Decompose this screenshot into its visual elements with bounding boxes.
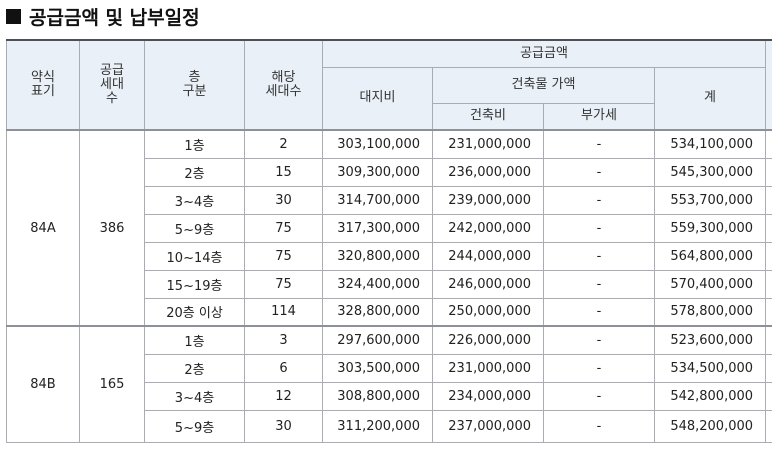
cell-unit-count: 3 [244, 325, 323, 355]
cell-unit-count: 30 [244, 185, 323, 215]
cell-vat: - [543, 353, 655, 383]
cell-floor: 10~14층 [144, 241, 245, 271]
cell-total: 542,800,000 [653, 381, 767, 411]
header-supply-amount: 공급금액 [321, 39, 767, 68]
cell-construction-cost: 226,000,000 [432, 325, 544, 355]
cell-total: 578,800,000 [653, 297, 767, 327]
cell-land-cost: 297,600,000 [322, 325, 433, 355]
cell-land-cost: 311,200,000 [322, 409, 433, 443]
cell-land-cost: 308,800,000 [322, 381, 433, 411]
cell-floor: 2층 [144, 157, 245, 187]
table-row: 84A 386 1층 2 303,100,000 231,000,000-534,100,… [6, 129, 773, 327]
cell-vat: - [543, 241, 655, 271]
header-vat: 부가세 [543, 102, 655, 131]
cell-construction-cost: 246,000,000 [432, 269, 544, 299]
cell-unit-count: 75 [244, 241, 323, 271]
cell-unit-count: 114 [244, 297, 323, 327]
cell-floor: 1층 [144, 325, 245, 355]
cell-land-cost: 303,500,000 [322, 353, 433, 383]
cell-type: 84B [6, 325, 80, 443]
cell-land-cost: 317,300,000 [322, 213, 433, 243]
table-row: 3~4층 30 314,700,000 239,000,000-553,700,000 [7, 185, 773, 215]
header-floor: 층 구분 [144, 39, 245, 131]
cell-floor: 1층 [144, 129, 245, 159]
cell-unit-count: 12 [244, 381, 323, 411]
cell-land-cost: 320,800,000 [322, 241, 433, 271]
table-row: 5~9층 75 317,300,000 242,000,000-559,300,000 [7, 213, 773, 243]
cell-vat: - [543, 297, 655, 327]
header-unit-count: 해당 세대수 [244, 39, 323, 131]
cell-construction-cost: 242,000,000 [432, 213, 544, 243]
header-supply-units: 공급 세대 수 [79, 39, 145, 131]
cell-total: 534,100,000 [653, 129, 767, 159]
cell-unit-count: 30 [244, 409, 323, 443]
table-body: 84A 386 1층 2 303,100,000 231,000,000-534,100,… [6, 129, 773, 443]
cell-construction-cost: 250,000,000 [432, 297, 544, 327]
cell-construction-cost: 236,000,000 [432, 157, 544, 187]
cell-floor: 5~9층 [144, 213, 245, 243]
cell-floor: 15~19층 [144, 269, 245, 299]
cell-land-cost: 303,100,000 [322, 129, 433, 159]
cell-supply-units: 386 [79, 129, 145, 327]
cell-floor: 3~4층 [144, 381, 245, 411]
cell-construction-cost: 244,000,000 [432, 241, 544, 271]
cell-total: 534,500,000 [653, 353, 767, 383]
cell-total: 553,700,000 [653, 185, 767, 215]
page-title-text: 공급금액 및 납부일정 [29, 6, 200, 29]
cell-land-cost: 328,800,000 [322, 297, 433, 327]
table-row: 10~14층 75 320,800,000 244,000,000-564,800,0… [7, 241, 773, 271]
cell-land-cost: 309,300,000 [322, 157, 433, 187]
header-type: 약식 표기 [6, 39, 80, 131]
table-row: 2층 15 309,300,000 236,000,000-545,300,000 [7, 157, 773, 187]
cell-supply-units: 165 [79, 325, 145, 443]
cell-floor: 3~4층 [144, 185, 245, 215]
header-total: 계 [653, 66, 767, 131]
square-bullet-icon [6, 8, 21, 24]
header-construction-cost: 건축비 [432, 102, 544, 131]
cell-total: 523,600,000 [653, 325, 767, 355]
cell-vat: - [543, 325, 655, 355]
header-building-price: 건축물 가액 [432, 66, 655, 104]
cell-vat: - [543, 409, 655, 443]
cell-land-cost: 324,400,000 [322, 269, 433, 299]
cell-floor: 5~9층 [144, 409, 245, 443]
table-row: 5~9층 30 311,200,000 237,000,000-548,200,000 [7, 409, 773, 443]
header-land-cost: 대지비 [322, 66, 433, 131]
table-row: 84B 165 1층 3 297,600,000 226,000,000-523,600,… [6, 325, 773, 443]
cell-vat: - [543, 157, 655, 187]
cell-total: 559,300,000 [653, 213, 767, 243]
cell-vat: - [543, 185, 655, 215]
cell-construction-cost: 231,000,000 [432, 353, 544, 383]
table-row: 20층 이상 114 328,800,000 250,000,000-578,800,… [7, 297, 773, 327]
cell-construction-cost: 237,000,000 [432, 409, 544, 443]
cell-unit-count: 75 [244, 269, 323, 299]
cell-total: 545,300,000 [653, 157, 767, 187]
table-row: 2층 6 303,500,000 231,000,000-534,500,000 [7, 353, 773, 383]
cell-total: 570,400,000 [653, 269, 767, 299]
cell-unit-count: 75 [244, 213, 323, 243]
cell-total: 564,800,000 [653, 241, 767, 271]
cell-unit-count: 15 [244, 157, 323, 187]
cell-construction-cost: 231,000,000 [432, 129, 544, 159]
cell-unit-count: 6 [244, 353, 323, 383]
cell-construction-cost: 234,000,000 [432, 381, 544, 411]
cell-type: 84A [6, 129, 80, 327]
page-title: 공급금액 및 납부일정 [6, 2, 200, 30]
cell-construction-cost: 239,000,000 [432, 185, 544, 215]
cell-vat: - [543, 213, 655, 243]
cell-vat: - [543, 269, 655, 299]
cell-vat: - [543, 381, 655, 411]
cell-floor: 2층 [144, 353, 245, 383]
cell-floor: 20층 이상 [144, 297, 245, 327]
cell-clipped [765, 409, 773, 443]
supply-price-table: 약식 표기 공급 세대 수 층 구분 해당 세대수 공급금액 대지비 건축물 가액 계 건… [6, 39, 773, 443]
cell-total: 548,200,000 [653, 409, 767, 443]
cell-vat: - [543, 129, 655, 159]
cell-unit-count: 2 [244, 129, 323, 159]
cell-land-cost: 314,700,000 [322, 185, 433, 215]
